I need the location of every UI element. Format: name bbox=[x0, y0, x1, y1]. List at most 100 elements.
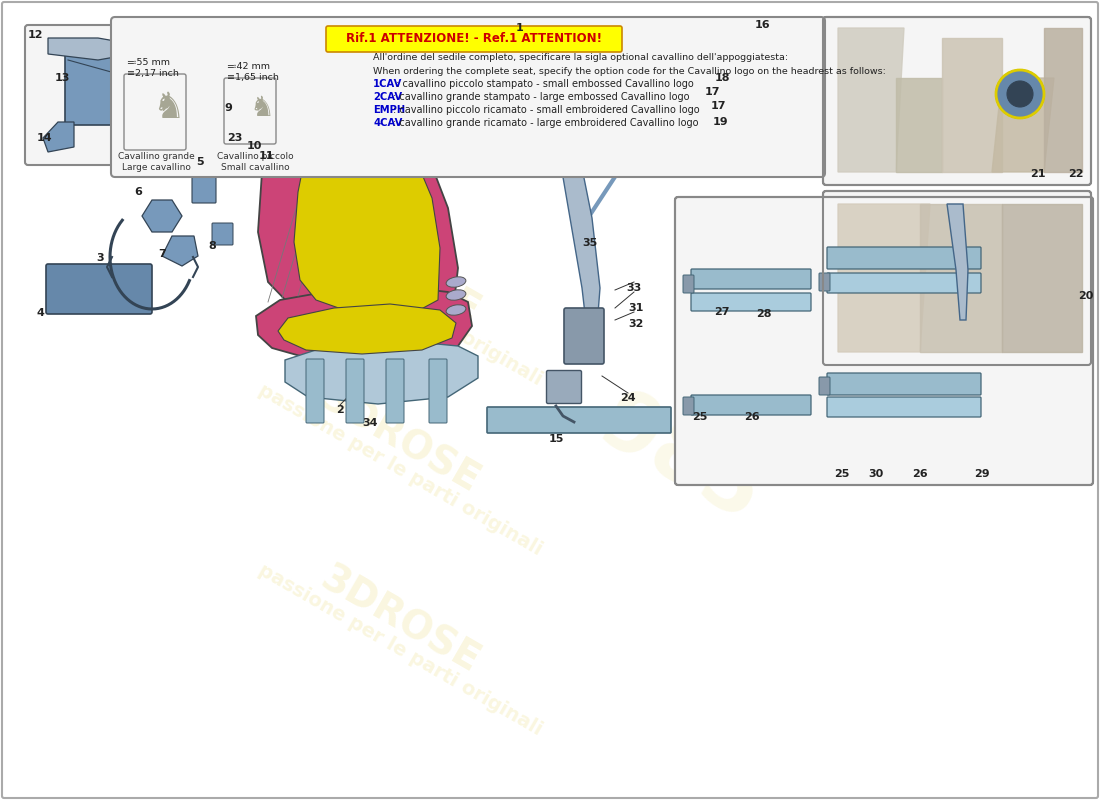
Text: 4CAV: 4CAV bbox=[373, 118, 403, 128]
FancyBboxPatch shape bbox=[827, 247, 981, 269]
Polygon shape bbox=[558, 148, 600, 340]
Text: EMPH: EMPH bbox=[373, 105, 405, 115]
Text: 20: 20 bbox=[1078, 291, 1093, 301]
Text: 9: 9 bbox=[224, 103, 232, 113]
Polygon shape bbox=[146, 40, 184, 122]
FancyBboxPatch shape bbox=[46, 264, 152, 314]
FancyBboxPatch shape bbox=[564, 308, 604, 364]
Polygon shape bbox=[618, 128, 636, 160]
FancyBboxPatch shape bbox=[487, 407, 671, 433]
Text: ♞: ♞ bbox=[377, 44, 393, 62]
Text: 25: 25 bbox=[692, 412, 707, 422]
Text: Rif.1 ATTENZIONE! - Ref.1 ATTENTION!: Rif.1 ATTENZIONE! - Ref.1 ATTENTION! bbox=[346, 33, 602, 46]
Circle shape bbox=[1006, 81, 1033, 107]
Polygon shape bbox=[686, 136, 702, 158]
Text: 35: 35 bbox=[582, 238, 597, 248]
Text: 29: 29 bbox=[975, 469, 990, 479]
Text: 8: 8 bbox=[208, 241, 216, 251]
Polygon shape bbox=[638, 28, 758, 88]
FancyBboxPatch shape bbox=[547, 370, 582, 403]
Polygon shape bbox=[992, 78, 1054, 172]
Text: 23: 23 bbox=[228, 133, 243, 143]
Circle shape bbox=[226, 137, 239, 151]
Text: ♞: ♞ bbox=[152, 91, 184, 125]
Text: 2: 2 bbox=[337, 405, 344, 415]
Text: 10: 10 bbox=[246, 141, 262, 151]
Polygon shape bbox=[896, 78, 942, 172]
Ellipse shape bbox=[447, 290, 466, 300]
Polygon shape bbox=[142, 200, 182, 232]
Text: 25: 25 bbox=[834, 469, 849, 479]
Polygon shape bbox=[680, 114, 696, 136]
FancyBboxPatch shape bbox=[823, 17, 1091, 185]
Text: 32: 32 bbox=[628, 319, 643, 329]
Text: 21: 21 bbox=[1031, 169, 1046, 179]
Circle shape bbox=[996, 70, 1044, 118]
FancyBboxPatch shape bbox=[212, 223, 233, 245]
Polygon shape bbox=[947, 204, 968, 320]
Text: 1: 1 bbox=[516, 23, 524, 33]
FancyBboxPatch shape bbox=[124, 74, 186, 150]
Circle shape bbox=[257, 149, 270, 161]
Text: 3DROSE: 3DROSE bbox=[314, 379, 486, 501]
Polygon shape bbox=[278, 304, 456, 354]
Text: 3DROSE: 3DROSE bbox=[314, 559, 486, 681]
Circle shape bbox=[693, 51, 703, 61]
Text: 34: 34 bbox=[362, 418, 377, 428]
Text: 27: 27 bbox=[714, 307, 729, 317]
Polygon shape bbox=[256, 286, 472, 362]
Text: 12: 12 bbox=[28, 30, 43, 40]
FancyBboxPatch shape bbox=[192, 169, 216, 203]
FancyBboxPatch shape bbox=[111, 17, 825, 177]
Text: DUAL/DAAL: DUAL/DAAL bbox=[250, 27, 320, 37]
Circle shape bbox=[653, 51, 663, 61]
FancyBboxPatch shape bbox=[429, 359, 447, 423]
FancyBboxPatch shape bbox=[25, 25, 209, 165]
Text: 26: 26 bbox=[912, 469, 927, 479]
Polygon shape bbox=[48, 38, 132, 60]
Circle shape bbox=[240, 142, 256, 158]
Text: Cavallino grande
Large cavallino: Cavallino grande Large cavallino bbox=[118, 152, 195, 172]
Polygon shape bbox=[1002, 204, 1082, 352]
Text: 3DROSE: 3DROSE bbox=[314, 210, 486, 330]
FancyBboxPatch shape bbox=[683, 275, 694, 293]
Text: passione per le parti originali: passione per le parti originali bbox=[255, 381, 546, 559]
Text: : cavallino grande ricamato - large embroidered Cavallino logo: : cavallino grande ricamato - large embr… bbox=[394, 118, 698, 128]
Ellipse shape bbox=[447, 277, 466, 287]
FancyBboxPatch shape bbox=[691, 269, 811, 289]
Text: 16: 16 bbox=[755, 20, 770, 30]
Text: INTP/INTS/INTA: INTP/INTS/INTA bbox=[367, 27, 463, 37]
Text: All'ordine del sedile completo, specificare la sigla optional cavallino dell'app: All'ordine del sedile completo, specific… bbox=[373, 54, 788, 62]
Polygon shape bbox=[285, 340, 478, 404]
Text: 24: 24 bbox=[620, 393, 636, 403]
FancyBboxPatch shape bbox=[691, 395, 811, 415]
Text: INTP/INTS/INTA: INTP/INTS/INTA bbox=[238, 39, 332, 49]
FancyBboxPatch shape bbox=[827, 373, 981, 395]
Text: ♞: ♞ bbox=[250, 94, 274, 122]
Text: ≕55 mm
≡2,17 inch: ≕55 mm ≡2,17 inch bbox=[126, 58, 179, 78]
FancyBboxPatch shape bbox=[386, 359, 404, 423]
Text: passione per le parti originali: passione per le parti originali bbox=[255, 210, 546, 390]
Text: 6: 6 bbox=[134, 187, 142, 197]
FancyBboxPatch shape bbox=[346, 359, 364, 423]
Text: 33: 33 bbox=[626, 283, 641, 293]
FancyBboxPatch shape bbox=[683, 397, 694, 415]
Text: 11: 11 bbox=[258, 151, 274, 161]
Polygon shape bbox=[942, 38, 1002, 172]
Text: 18: 18 bbox=[714, 73, 729, 83]
Text: 26: 26 bbox=[745, 412, 760, 422]
FancyBboxPatch shape bbox=[820, 273, 830, 291]
Text: 19: 19 bbox=[712, 117, 728, 127]
Text: : cavallino piccolo stampato - small embossed Cavallino logo: : cavallino piccolo stampato - small emb… bbox=[394, 79, 694, 89]
Polygon shape bbox=[294, 102, 440, 314]
Polygon shape bbox=[1044, 28, 1082, 172]
Polygon shape bbox=[838, 204, 930, 352]
FancyBboxPatch shape bbox=[691, 293, 811, 311]
Text: passione per le parti originali: passione per le parti originali bbox=[255, 561, 546, 739]
Text: : cavallino piccolo ricamato - small embroidered Cavallino logo: : cavallino piccolo ricamato - small emb… bbox=[394, 105, 700, 115]
Text: When ordering the complete seat, specify the option code for the Cavallino logo : When ordering the complete seat, specify… bbox=[373, 66, 886, 75]
Text: 28: 28 bbox=[757, 309, 772, 319]
Text: 3: 3 bbox=[96, 253, 103, 263]
Ellipse shape bbox=[447, 305, 466, 315]
Text: 5: 5 bbox=[196, 157, 204, 167]
